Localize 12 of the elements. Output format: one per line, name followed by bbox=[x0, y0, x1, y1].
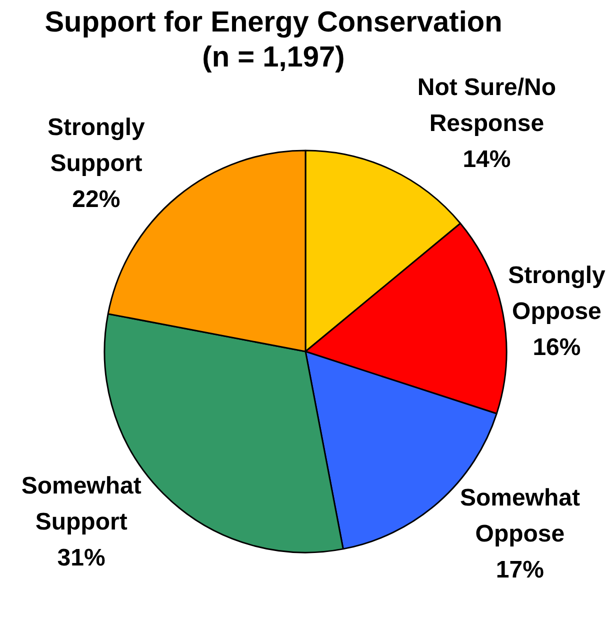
chart-title: Support for Energy Conservation bbox=[44, 6, 502, 38]
data-label: 16% bbox=[532, 334, 581, 362]
slice-label: Somewhat Support bbox=[21, 472, 142, 536]
data-label: 14% bbox=[462, 146, 511, 173]
slice-label: Strongly Support bbox=[48, 114, 146, 177]
slice-label: Somewhat Oppose bbox=[460, 484, 580, 548]
data-label: 17% bbox=[496, 556, 544, 584]
slice-label: Strongly Oppose bbox=[508, 262, 606, 326]
data-label: 22% bbox=[72, 186, 120, 213]
chart-subtitle: (n = 1,197) bbox=[202, 42, 345, 74]
slice-label: Not Sure/No Response bbox=[417, 74, 556, 137]
data-label: 31% bbox=[57, 544, 106, 572]
